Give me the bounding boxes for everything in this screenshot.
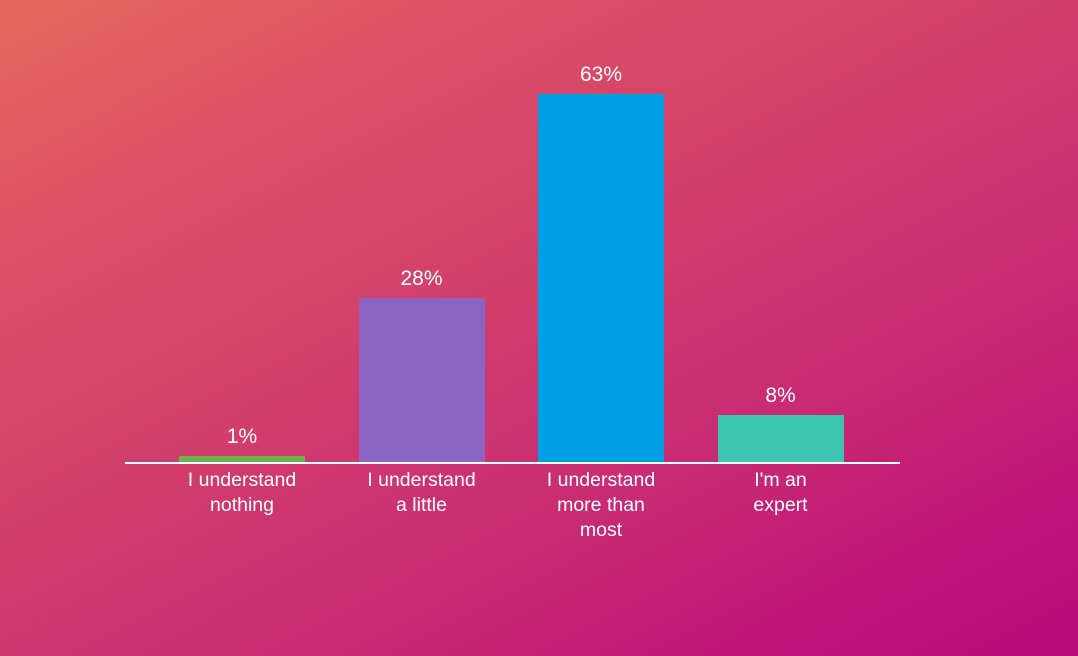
bar-3 [538, 94, 664, 462]
category-label-4: I'm an expert [701, 468, 861, 518]
data-label-1: 1% [226, 425, 258, 449]
category-label-line: I understand [367, 469, 476, 491]
category-label-line: expert [753, 494, 808, 516]
bar-2 [358, 298, 485, 462]
bar-4 [717, 415, 844, 462]
category-label-line: I understand [187, 469, 297, 491]
data-label-3: 63% [579, 63, 623, 87]
data-label-2: 28% [400, 267, 443, 291]
data-label-4: 8% [765, 384, 796, 408]
category-label-line: I'm an [754, 469, 807, 491]
category-label-line: nothing [210, 494, 274, 516]
category-label-1: I understand nothing [162, 468, 322, 518]
category-label-line: a little [396, 494, 447, 516]
category-label-line: more than [557, 494, 645, 516]
category-label-line: most [579, 519, 623, 541]
category-label-2: I understand a little [342, 468, 502, 518]
category-label-3: I understand more than most [521, 468, 681, 543]
bar-1 [179, 456, 305, 462]
category-label-line: I understand [546, 469, 656, 491]
x-axis-baseline [125, 462, 900, 464]
